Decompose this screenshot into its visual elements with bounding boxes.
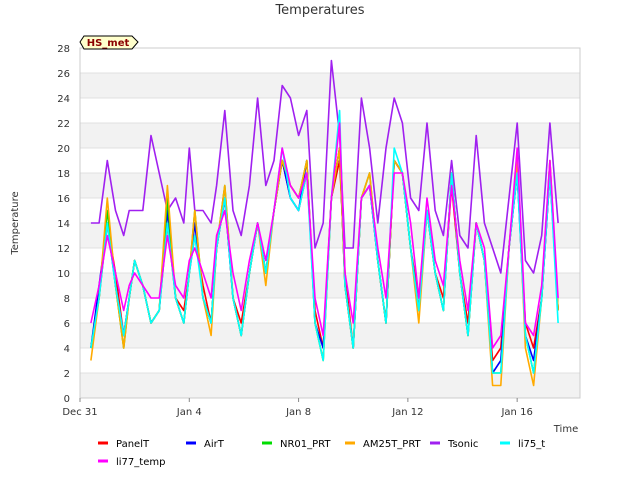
x-tick-label: Jan 16 xyxy=(500,407,532,418)
plot-frame xyxy=(79,47,581,399)
chart-title: Temperatures xyxy=(274,3,364,18)
legend: PanelT AirT NR01_PRT AM25T_PRT Tsonic li75_tl… xyxy=(98,439,545,468)
grid-band xyxy=(80,323,580,348)
legend-item: NR01_PRT xyxy=(262,439,331,450)
y-tick-label: 10 xyxy=(57,269,70,280)
legend-item: PanelT xyxy=(98,439,150,450)
y-tick-label: 22 xyxy=(57,119,70,130)
station-badge: HS_met xyxy=(79,35,139,50)
legend-item: li77_temp xyxy=(98,457,165,468)
legend-label: li75_t xyxy=(518,439,545,450)
y-tick-label: 0 xyxy=(64,394,70,405)
y-tick-label: 14 xyxy=(57,219,70,230)
y-tick-label: 26 xyxy=(57,69,70,80)
y-tick-label: 18 xyxy=(57,169,70,180)
x-axis-label: Time xyxy=(553,424,578,435)
y-tick-label: 8 xyxy=(64,294,70,305)
grid-band xyxy=(80,273,580,298)
x-tick-label: Jan 12 xyxy=(391,407,423,418)
y-tick-label: 20 xyxy=(57,144,70,155)
y-tick-label: 6 xyxy=(64,319,70,330)
legend-label: AM25T_PRT xyxy=(363,439,422,450)
y-tick-label: 28 xyxy=(57,44,70,55)
legend-label: AirT xyxy=(204,439,225,450)
legend-item: AirT xyxy=(186,439,225,450)
y-tick-label: 4 xyxy=(64,344,70,355)
y-tick-label: 16 xyxy=(57,194,70,205)
y-axis-label: Temperature xyxy=(10,191,21,255)
x-tick-label: Jan 8 xyxy=(285,407,311,418)
legend-label: NR01_PRT xyxy=(280,439,331,450)
legend-label: Tsonic xyxy=(447,439,478,450)
series-line-li77-temp xyxy=(90,122,559,349)
x-tick-label: Jan 4 xyxy=(176,407,202,418)
y-tick-label: 24 xyxy=(57,94,70,105)
x-tick-label: Dec 31 xyxy=(62,407,97,418)
legend-label: PanelT xyxy=(116,439,150,450)
y-tick-label: 2 xyxy=(64,369,70,380)
y-tick-label: 12 xyxy=(57,244,70,255)
legend-item: AM25T_PRT xyxy=(345,439,422,450)
grid-band xyxy=(80,373,580,398)
series-lines xyxy=(90,59,559,387)
legend-item: Tsonic xyxy=(430,439,478,450)
station-badge-label: HS_met xyxy=(87,38,130,49)
x-axis-ticks: Dec 31 Jan 4 Jan 8 Jan 12 Jan 16 xyxy=(62,398,533,418)
legend-item: li75_t xyxy=(500,439,545,450)
grid-band xyxy=(80,123,580,148)
grid-band xyxy=(80,173,580,198)
legend-label: li77_temp xyxy=(116,457,165,468)
